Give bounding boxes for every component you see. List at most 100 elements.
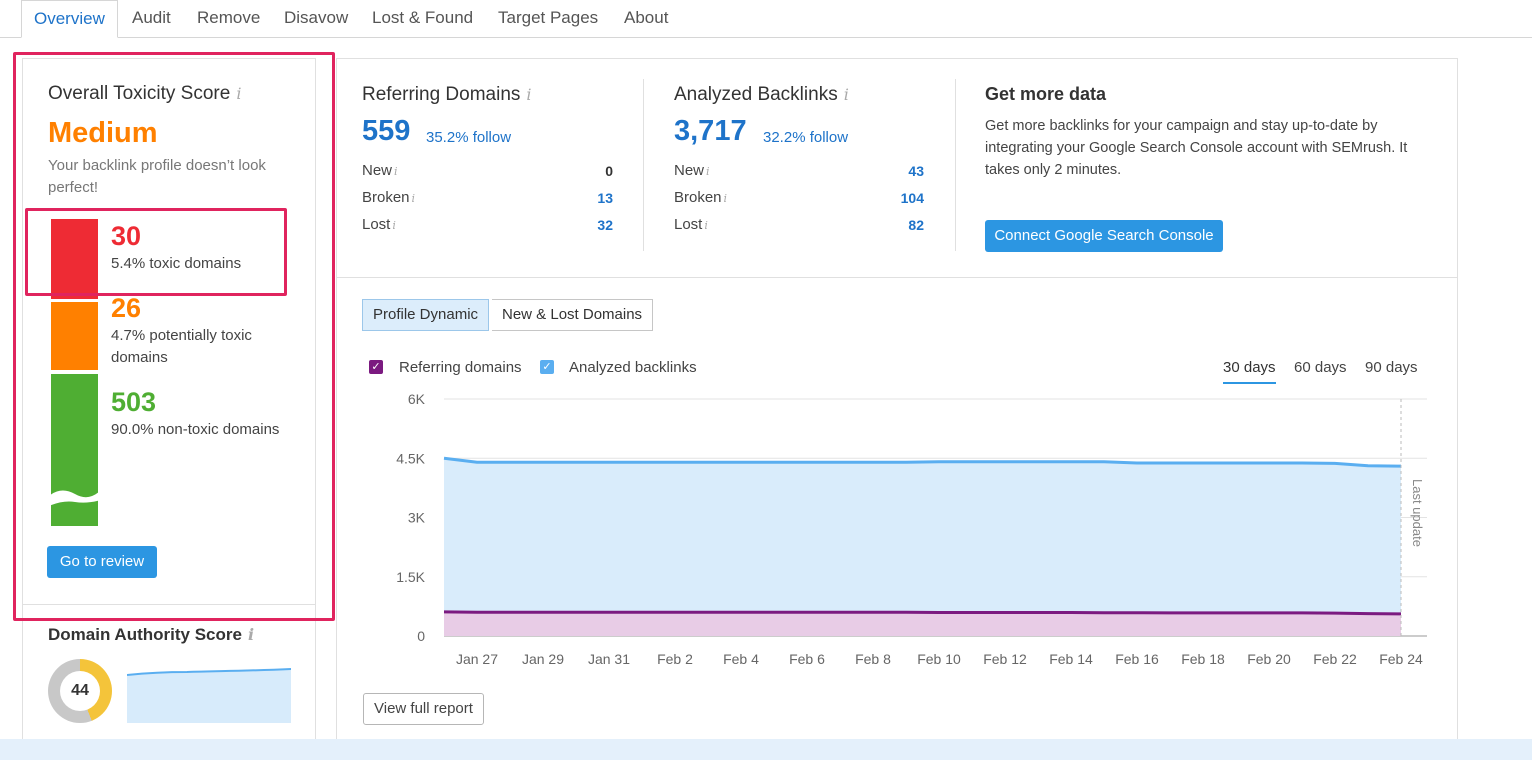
backlinks-lost-label: Lost i bbox=[674, 216, 708, 233]
tab-lost-found[interactable]: Lost & Found bbox=[372, 8, 474, 27]
backlinks-checkbox[interactable]: ✓ bbox=[540, 360, 554, 374]
toxic-count[interactable]: 30 bbox=[111, 221, 142, 251]
last-update-label: Last update bbox=[1410, 479, 1425, 547]
backlinks-new-value[interactable]: 43 bbox=[908, 163, 924, 179]
check-icon: ✓ bbox=[371, 361, 381, 373]
info-icon[interactable]: i bbox=[706, 165, 710, 178]
divider bbox=[23, 604, 315, 605]
x-tick-label: Feb 22 bbox=[1313, 651, 1357, 667]
info-icon[interactable]: i bbox=[247, 625, 255, 644]
main-panel: Referring Domains i 559 35.2% follow New i… bbox=[336, 58, 1458, 760]
y-tick-label: 1.5K bbox=[396, 569, 425, 585]
x-tick-label: Feb 4 bbox=[723, 651, 759, 667]
x-tick-label: Jan 31 bbox=[588, 651, 630, 667]
row-label-text: New bbox=[674, 162, 705, 179]
profile-dynamic-chart: 0 1.5K 3K 4.5K 6K Last update Jan 27 Jan 29 Jan … bbox=[396, 391, 1427, 667]
backlinks-lost-value[interactable]: 82 bbox=[908, 217, 924, 233]
more-data-text: Get more backlinks for your campaign and… bbox=[985, 118, 1408, 178]
info-icon[interactable]: i bbox=[704, 219, 708, 232]
x-tick-label: Jan 29 bbox=[522, 651, 564, 667]
toxicity-level: Medium bbox=[48, 117, 158, 149]
x-tick-label: Feb 20 bbox=[1247, 651, 1291, 667]
tab-about[interactable]: About bbox=[624, 8, 669, 27]
bar-break-icon bbox=[51, 490, 98, 506]
row-label-text: Lost bbox=[362, 216, 391, 233]
referring-legend-label[interactable]: Referring domains bbox=[399, 359, 522, 376]
tab-remove[interactable]: Remove bbox=[197, 8, 261, 27]
referring-new-value[interactable]: 0 bbox=[605, 163, 613, 179]
tab-target-pages[interactable]: Target Pages bbox=[498, 8, 599, 27]
go-to-review-button[interactable]: Go to review bbox=[47, 546, 157, 578]
x-tick-label: Feb 24 bbox=[1379, 651, 1423, 667]
series-area bbox=[444, 611, 1401, 636]
domain-authority-title-text: Domain Authority Score bbox=[48, 625, 242, 644]
toxic-bar bbox=[51, 219, 98, 299]
referring-broken-value[interactable]: 13 bbox=[597, 190, 613, 206]
x-tick-label: Feb 8 bbox=[855, 651, 891, 667]
authority-score: 44 bbox=[60, 671, 100, 711]
x-tick-label: Feb 10 bbox=[917, 651, 961, 667]
backlinks-legend-label[interactable]: Analyzed backlinks bbox=[569, 359, 697, 376]
view-full-report-button[interactable]: View full report bbox=[363, 693, 484, 725]
backlinks-broken-value[interactable]: 104 bbox=[900, 190, 924, 206]
info-icon[interactable]: i bbox=[394, 165, 398, 178]
backlinks-total[interactable]: 3,717 bbox=[674, 115, 747, 147]
x-tick-label: Feb 12 bbox=[983, 651, 1027, 667]
info-icon[interactable]: i bbox=[843, 85, 849, 104]
tab-audit[interactable]: Audit bbox=[132, 8, 171, 27]
potentially-toxic-count[interactable]: 26 bbox=[111, 293, 142, 323]
info-icon[interactable]: i bbox=[236, 84, 242, 103]
non-toxic-count[interactable]: 503 bbox=[111, 387, 157, 417]
referring-checkbox[interactable]: ✓ bbox=[369, 360, 383, 374]
highlight-box bbox=[13, 52, 335, 621]
potentially-toxic-label: 4.7% potentially toxic domains bbox=[111, 327, 252, 366]
info-icon[interactable]: i bbox=[526, 85, 532, 104]
row-label-text: Broken bbox=[362, 189, 410, 206]
toxicity-subtitle: Your backlink profile doesn’t look perfe… bbox=[48, 157, 266, 196]
range-60-days[interactable]: 60 days bbox=[1294, 359, 1347, 376]
row-label-text: Broken bbox=[674, 189, 722, 206]
tab-overview[interactable]: Overview bbox=[21, 0, 118, 38]
more-data-title: Get more data bbox=[985, 84, 1107, 104]
backlinks-follow[interactable]: 32.2% follow bbox=[763, 129, 849, 146]
x-tick-label: Jan 27 bbox=[456, 651, 498, 667]
x-tick-label: Feb 18 bbox=[1181, 651, 1225, 667]
referring-broken-label: Broken i bbox=[362, 189, 415, 206]
divider bbox=[955, 79, 956, 251]
toxicity-card: Overall Toxicity Score i Medium Your back… bbox=[22, 58, 316, 758]
range-90-days[interactable]: 90 days bbox=[1365, 359, 1418, 376]
row-label-text: Lost bbox=[674, 216, 703, 233]
toxic-label: 5.4% toxic domains bbox=[111, 255, 242, 272]
referring-title-text: Referring Domains bbox=[362, 84, 521, 105]
top-tabs: Overview Audit Remove Disavow Lost & Fou… bbox=[0, 0, 1532, 38]
authority-sparkline bbox=[127, 668, 291, 723]
domain-authority-title: Domain Authority Score i bbox=[48, 625, 254, 645]
referring-total[interactable]: 559 bbox=[362, 115, 411, 147]
series-area bbox=[444, 458, 1401, 636]
non-toxic-label: 90.0% non-toxic domains bbox=[111, 421, 280, 438]
x-tick-label: Feb 2 bbox=[657, 651, 693, 667]
check-icon: ✓ bbox=[542, 361, 552, 373]
new-lost-domains-toggle[interactable]: New & Lost Domains bbox=[492, 299, 654, 331]
y-tick-label: 6K bbox=[408, 391, 426, 407]
referring-lost-value[interactable]: 32 bbox=[597, 217, 613, 233]
authority-donut: 44 bbox=[48, 659, 112, 723]
divider bbox=[337, 277, 1457, 278]
backlinks-title-text: Analyzed Backlinks bbox=[674, 84, 838, 105]
x-tick-label: Feb 16 bbox=[1115, 651, 1159, 667]
info-icon[interactable]: i bbox=[411, 192, 416, 205]
range-30-days[interactable]: 30 days bbox=[1223, 359, 1276, 384]
y-tick-label: 4.5K bbox=[396, 450, 425, 466]
info-icon[interactable]: i bbox=[392, 219, 396, 232]
backlinks-broken-label: Broken i bbox=[674, 189, 727, 206]
row-label-text: New bbox=[362, 162, 393, 179]
connect-gsc-button[interactable]: Connect Google Search Console bbox=[985, 220, 1223, 252]
tab-disavow[interactable]: Disavow bbox=[284, 8, 349, 27]
divider bbox=[643, 79, 644, 251]
series-line bbox=[443, 610, 1402, 616]
referring-follow[interactable]: 35.2% follow bbox=[426, 129, 512, 146]
info-icon[interactable]: i bbox=[723, 192, 728, 205]
non-toxic-bar bbox=[51, 374, 98, 526]
y-tick-label: 3K bbox=[408, 510, 426, 526]
profile-dynamic-toggle[interactable]: Profile Dynamic bbox=[362, 299, 490, 331]
